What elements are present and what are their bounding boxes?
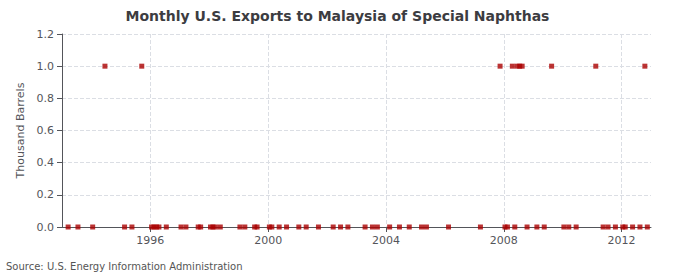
- svg-text:0.6: 0.6: [37, 124, 55, 137]
- svg-text:1996: 1996: [136, 234, 164, 247]
- svg-text:Thousand Barrels: Thousand Barrels: [14, 82, 27, 179]
- svg-text:1.0: 1.0: [37, 60, 55, 73]
- svg-text:2012: 2012: [608, 234, 636, 247]
- svg-text:2000: 2000: [254, 234, 282, 247]
- svg-text:0.0: 0.0: [37, 221, 55, 234]
- svg-text:1.2: 1.2: [37, 28, 55, 41]
- svg-text:2008: 2008: [490, 234, 518, 247]
- svg-text:Monthly U.S. Exports to Malays: Monthly U.S. Exports to Malaysia of Spec…: [126, 8, 550, 24]
- svg-text:Source: U.S. Energy Informatio: Source: U.S. Energy Information Administ…: [6, 261, 243, 272]
- svg-text:0.4: 0.4: [37, 156, 55, 169]
- svg-text:0.8: 0.8: [37, 92, 55, 105]
- svg-text:2004: 2004: [372, 234, 400, 247]
- svg-text:0.2: 0.2: [37, 188, 55, 201]
